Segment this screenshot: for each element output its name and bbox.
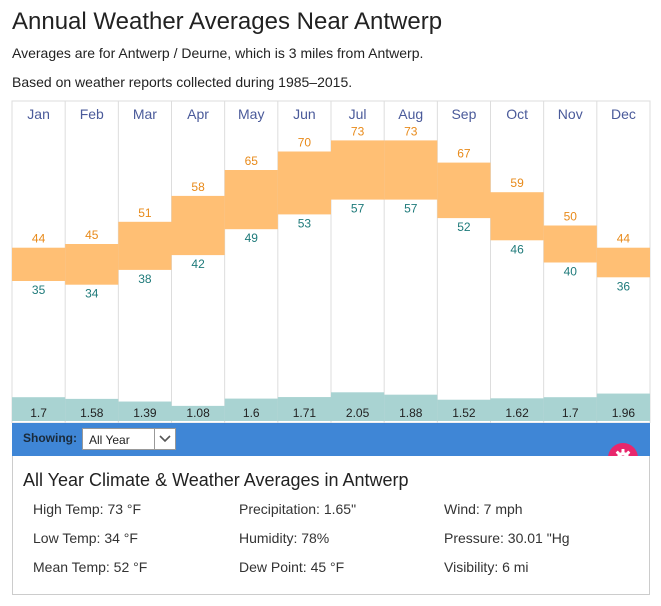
- temp-range-bar: [384, 140, 438, 200]
- temp-range-bar: [65, 244, 119, 285]
- month-label: Aug: [398, 106, 423, 122]
- showing-bar: Showing: All Year: [12, 423, 650, 456]
- chevron-down-icon[interactable]: [154, 429, 175, 449]
- month-label: Oct: [506, 106, 528, 122]
- temp-range-bar: [437, 162, 491, 219]
- temp-range-bar: [596, 247, 650, 278]
- wind-stat: Wind: 7 mph: [444, 501, 523, 517]
- weather-chart: Jan 44 35 1.7 Feb 45 34 1.58 Mar 51 38 1.39 Apr 58 42 1…: [11, 100, 651, 423]
- precip-label: 1.08: [186, 406, 210, 420]
- precip-bar: [224, 398, 278, 421]
- precip-bar: [543, 397, 597, 421]
- month-label: May: [238, 106, 264, 122]
- pressure-stat: Pressure: 30.01 "Hg: [444, 530, 570, 546]
- precip-label: 1.39: [133, 406, 157, 420]
- precip-label: 1.62: [505, 406, 529, 420]
- precip-bar: [490, 398, 544, 421]
- panel-title: All Year Climate & Weather Averages in A…: [23, 470, 409, 490]
- dew-point-stat: Dew Point: 45 °F: [239, 559, 345, 575]
- low-temp-label: 35: [32, 283, 46, 297]
- month-label: Jan: [27, 106, 50, 122]
- precip-label: 1.7: [30, 406, 47, 420]
- temp-range-bar: [490, 192, 544, 241]
- high-temp-label: 45: [85, 228, 99, 242]
- precip-label: 1.71: [293, 406, 317, 420]
- temp-range-bar: [224, 170, 278, 230]
- month-label: Feb: [80, 106, 104, 122]
- month-label: Apr: [187, 106, 209, 122]
- precipitation-stat: Precipitation: 1.65": [239, 501, 357, 517]
- precip-bar: [65, 398, 119, 421]
- showing-label: Showing:: [23, 431, 77, 445]
- precip-label: 1.52: [452, 406, 476, 420]
- month-label: Jun: [293, 106, 316, 122]
- high-temp-label: 51: [138, 206, 152, 220]
- temp-range-bar: [331, 140, 385, 200]
- precip-label: 1.6: [243, 406, 260, 420]
- precip-label: 1.7: [562, 406, 579, 420]
- low-temp-stat: Low Temp: 34 °F: [33, 530, 138, 546]
- high-temp-label: 73: [351, 124, 365, 138]
- month-label: Mar: [133, 106, 157, 122]
- month-label: Jul: [349, 106, 367, 122]
- precip-bar: [12, 397, 66, 421]
- low-temp-label: 42: [191, 257, 205, 271]
- temp-range-bar: [171, 195, 225, 256]
- humidity-stat: Humidity: 78%: [239, 530, 330, 546]
- temp-range-bar: [118, 221, 172, 270]
- precip-bar: [437, 399, 491, 421]
- precip-bar: [118, 401, 172, 421]
- visibility-stat: Visibility: 6 mi: [444, 559, 529, 575]
- high-temp-label: 58: [191, 180, 205, 194]
- precip-bar: [171, 405, 225, 421]
- low-temp-label: 46: [510, 242, 524, 256]
- data-period-note: Based on weather reports collected durin…: [12, 74, 353, 90]
- month-label: Dec: [611, 106, 636, 122]
- location-note: Averages are for Antwerp / Deurne, which…: [12, 45, 424, 61]
- precip-bar: [596, 393, 650, 421]
- low-temp-label: 34: [85, 287, 99, 301]
- high-temp-label: 65: [245, 154, 259, 168]
- low-temp-label: 53: [298, 216, 312, 230]
- precip-bar: [384, 394, 438, 421]
- low-temp-label: 49: [245, 231, 259, 245]
- precip-label: 1.96: [612, 406, 636, 420]
- precip-label: 1.58: [80, 406, 104, 420]
- temp-range-bar: [543, 225, 597, 263]
- month-label: Nov: [558, 106, 583, 122]
- low-temp-label: 40: [564, 265, 578, 279]
- temp-range-bar: [12, 247, 66, 281]
- precip-bar: [277, 397, 331, 421]
- period-select[interactable]: All Year: [82, 428, 176, 450]
- mean-temp-stat: Mean Temp: 52 °F: [33, 559, 148, 575]
- page-title: Annual Weather Averages Near Antwerp: [12, 8, 443, 35]
- high-temp-label: 73: [404, 124, 418, 138]
- low-temp-label: 52: [457, 220, 471, 234]
- period-select-value: All Year: [89, 433, 130, 447]
- low-temp-label: 57: [404, 202, 418, 216]
- high-temp-label: 59: [510, 176, 524, 190]
- low-temp-label: 57: [351, 202, 365, 216]
- low-temp-label: 38: [138, 272, 152, 286]
- precip-label: 1.88: [399, 406, 423, 420]
- climate-summary-panel: All Year Climate & Weather Averages in A…: [12, 456, 650, 595]
- high-temp-label: 44: [32, 232, 46, 246]
- high-temp-label: 67: [457, 147, 471, 161]
- temp-range-bar: [277, 151, 331, 215]
- high-temp-stat: High Temp: 73 °F: [33, 501, 142, 517]
- high-temp-label: 70: [298, 136, 312, 150]
- high-temp-label: 44: [617, 232, 631, 246]
- low-temp-label: 36: [617, 279, 631, 293]
- high-temp-label: 50: [564, 210, 578, 224]
- month-label: Sep: [451, 106, 476, 122]
- precip-bar: [331, 392, 385, 421]
- precip-label: 2.05: [346, 406, 370, 420]
